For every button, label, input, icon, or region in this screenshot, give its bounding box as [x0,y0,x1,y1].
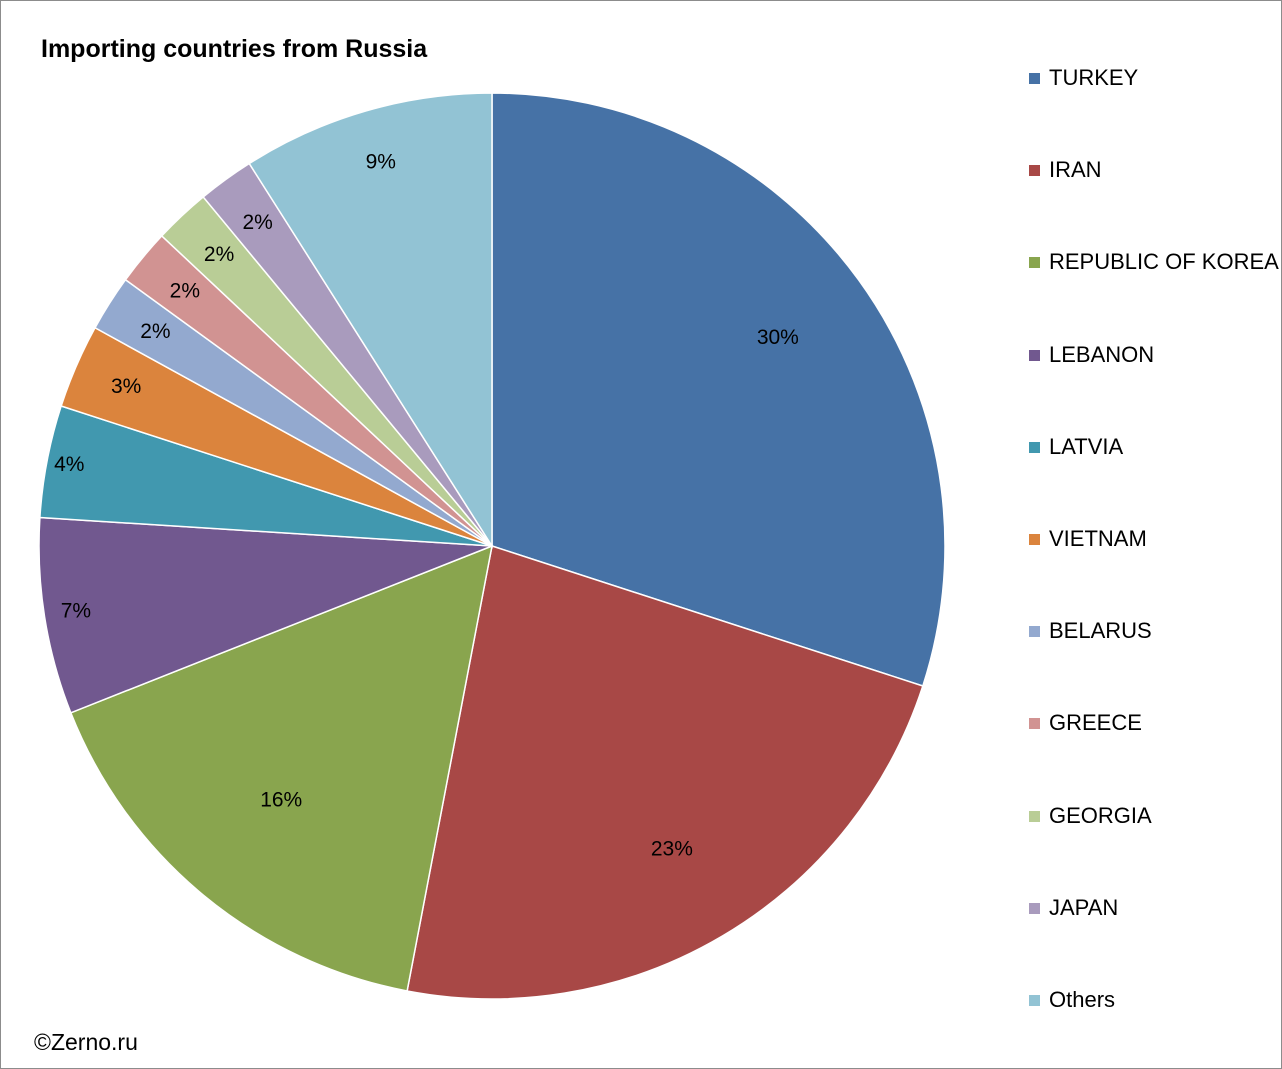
legend-label: IRAN [1049,157,1102,183]
pie-slice-others [248,92,493,549]
pie-slice-republic-of-korea [69,544,493,992]
chart-title: Importing countries from Russia [41,35,428,63]
data-label-latvia: 4% [54,453,84,476]
legend-label: BELARUS [1049,618,1152,644]
legend-swatch [1029,257,1040,269]
legend-label: GEORGIA [1049,802,1152,828]
legend-swatch [1029,626,1040,638]
legend-swatch [1029,73,1040,84]
legend-label: GREECE [1049,710,1142,736]
legend-label: LATVIA [1049,433,1124,459]
legend-label: LEBANON [1049,341,1155,367]
legend-label: REPUBLIC OF KOREA [1049,249,1279,275]
copyright-text: ©Zerno.ru [34,1029,138,1055]
data-label-lebanon: 7% [61,599,91,622]
data-label-turkey: 30% [757,326,799,349]
legend-swatch [1029,718,1040,730]
data-label-belarus: 2% [140,320,170,343]
data-label-greece: 2% [170,279,200,302]
data-label-japan: 2% [243,211,273,234]
legend-swatch [1029,441,1040,453]
legend-swatch [1029,995,1040,1006]
data-label-others: 9% [366,151,396,174]
legend-swatch [1029,349,1040,361]
legend-swatch [1029,534,1040,545]
data-label-iran: 23% [651,838,693,861]
data-label-georgia: 2% [204,243,234,266]
legend-swatch [1029,165,1040,177]
pie-slice-turkey [491,92,946,687]
legend-label: VIETNAM [1049,526,1147,551]
legend-label: TURKEY [1049,65,1139,90]
legend-label: JAPAN [1049,894,1119,920]
legend-swatch [1029,902,1040,914]
pie-slice-iran [406,545,924,1000]
legend-swatch [1029,810,1040,822]
pie-slice-lebanon [38,516,493,714]
legend-label: Others [1049,987,1116,1012]
data-label-republic-of-korea: 16% [260,788,302,811]
data-label-vietnam: 3% [111,375,141,398]
